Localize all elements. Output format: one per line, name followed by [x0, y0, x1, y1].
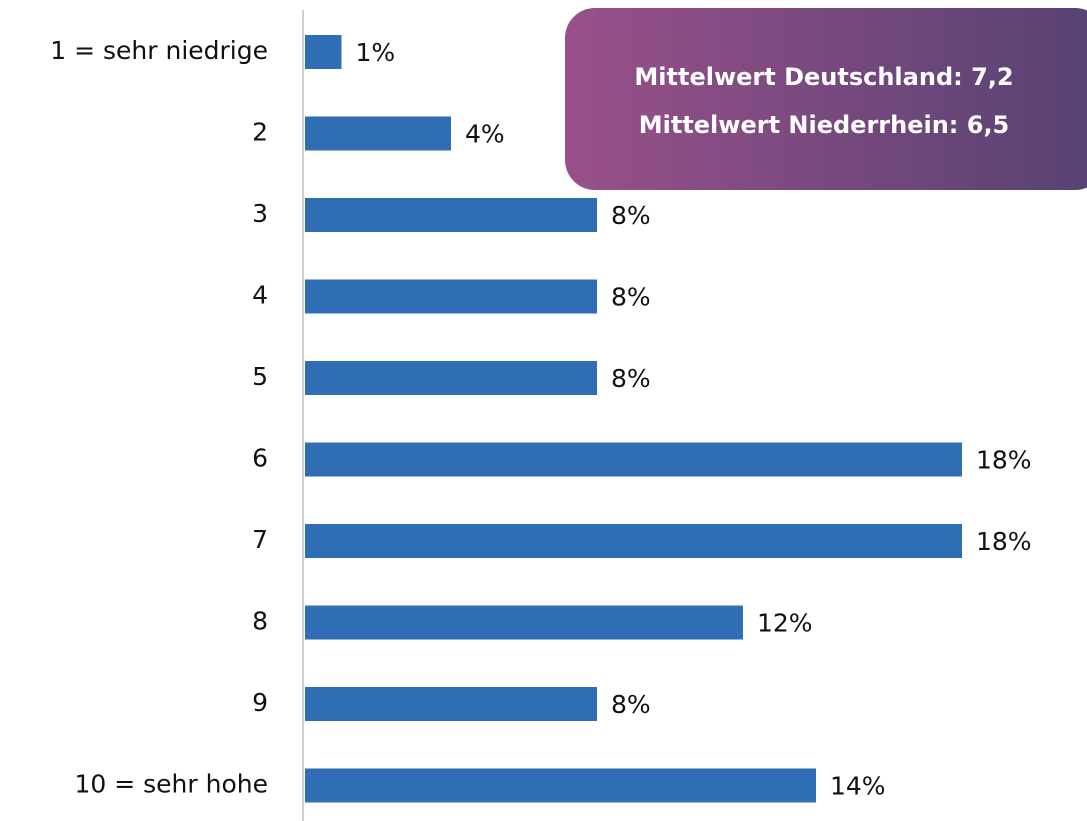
y-tick-label: 1 = sehr niedrige	[50, 36, 268, 65]
data-label: 8%	[611, 364, 651, 393]
bar	[305, 198, 597, 232]
y-tick-label: 9	[252, 688, 268, 717]
bar	[305, 279, 597, 314]
data-label: 8%	[611, 690, 651, 719]
data-label: 18%	[976, 527, 1032, 556]
bar	[305, 524, 962, 558]
y-tick-label: 8	[252, 607, 268, 636]
y-tick-label: 5	[252, 362, 268, 391]
data-label: 4%	[465, 120, 505, 149]
annotation-box	[565, 8, 1087, 190]
y-tick-label: 2	[252, 118, 268, 147]
y-tick-label: 7	[252, 525, 268, 554]
annotation: Mittelwert Niederrhein: 6,5	[639, 111, 1010, 139]
data-label: 18%	[976, 446, 1032, 475]
data-label: 14%	[830, 772, 886, 801]
data-label: 8%	[611, 201, 651, 230]
y-tick-label: 10 = sehr hohe	[75, 770, 269, 799]
annotation: Mittelwert Deutschland: 7,2	[634, 63, 1013, 91]
y-tick-label: 4	[252, 281, 268, 310]
data-label: 1%	[356, 38, 396, 67]
bar	[305, 768, 816, 803]
data-label: 12%	[757, 609, 813, 638]
bar	[305, 361, 597, 395]
data-label: 8%	[611, 283, 651, 312]
bar	[305, 687, 597, 721]
bar	[305, 442, 962, 477]
bar	[305, 116, 451, 151]
bar	[305, 605, 743, 640]
bar	[305, 35, 342, 69]
y-tick-label: 3	[252, 199, 268, 228]
y-tick-label: 6	[252, 444, 268, 473]
